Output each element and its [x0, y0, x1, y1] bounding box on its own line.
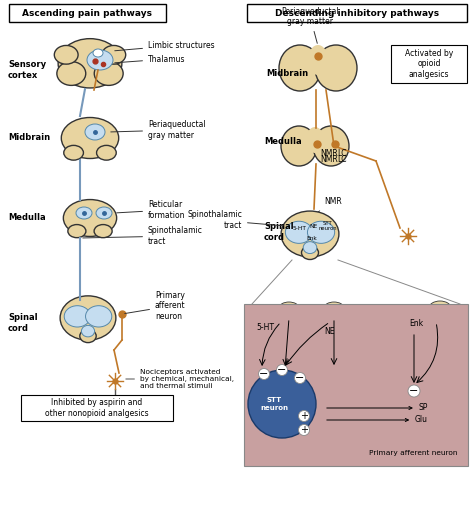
Ellipse shape	[281, 211, 339, 257]
Text: NE: NE	[310, 224, 318, 229]
Ellipse shape	[80, 330, 96, 342]
Ellipse shape	[85, 306, 112, 327]
FancyBboxPatch shape	[21, 395, 173, 421]
Text: Primary
afferent
neuron: Primary afferent neuron	[125, 291, 186, 321]
Text: +: +	[300, 411, 308, 421]
Text: STT
neuron: STT neuron	[319, 220, 337, 232]
Text: 5-HT: 5-HT	[293, 226, 307, 231]
Text: Sensory
cortex: Sensory cortex	[8, 60, 46, 80]
Text: NE: NE	[325, 328, 335, 336]
Text: −: −	[259, 369, 269, 379]
Ellipse shape	[58, 39, 122, 88]
Text: 5-HT: 5-HT	[256, 324, 274, 333]
Ellipse shape	[324, 302, 344, 314]
Text: Reticular
formation: Reticular formation	[117, 200, 185, 219]
Ellipse shape	[308, 221, 335, 243]
Text: SP: SP	[327, 403, 428, 412]
Text: NMR: NMR	[320, 155, 338, 165]
Text: STT
neuron: STT neuron	[260, 397, 288, 410]
Text: Spinal
cord: Spinal cord	[8, 313, 37, 333]
Ellipse shape	[279, 45, 321, 91]
Ellipse shape	[313, 126, 349, 166]
Ellipse shape	[285, 221, 312, 243]
Text: LC: LC	[337, 149, 346, 158]
Circle shape	[299, 425, 310, 435]
Circle shape	[258, 368, 270, 379]
Text: Periaqueductal
gray matter: Periaqueductal gray matter	[111, 120, 206, 140]
Text: Limbic structures: Limbic structures	[115, 41, 215, 51]
Text: Midbrain: Midbrain	[8, 134, 50, 143]
Ellipse shape	[94, 225, 112, 238]
Text: Descending inhibitory pathways: Descending inhibitory pathways	[275, 9, 439, 17]
Circle shape	[299, 410, 310, 422]
Ellipse shape	[82, 326, 94, 337]
Text: −: −	[277, 365, 287, 375]
Text: Enk: Enk	[307, 236, 318, 240]
Text: NMR: NMR	[320, 149, 338, 158]
Ellipse shape	[94, 61, 123, 85]
Text: Inhibited by aspirin and
other nonopioid analgesics: Inhibited by aspirin and other nonopioid…	[45, 398, 149, 418]
Ellipse shape	[76, 207, 92, 219]
Text: Nociceptors activated
by chemical, mechanical,
and thermal stimuli: Nociceptors activated by chemical, mecha…	[126, 369, 234, 389]
Text: Thalamus: Thalamus	[115, 54, 185, 64]
Ellipse shape	[308, 45, 328, 75]
Ellipse shape	[61, 117, 118, 158]
Ellipse shape	[315, 45, 357, 91]
Ellipse shape	[87, 50, 113, 70]
Ellipse shape	[306, 127, 324, 153]
Text: Spinal
cord: Spinal cord	[264, 223, 293, 242]
Circle shape	[248, 370, 316, 438]
Text: LC: LC	[337, 155, 346, 165]
Ellipse shape	[96, 207, 112, 219]
Circle shape	[408, 385, 420, 397]
Ellipse shape	[93, 49, 103, 57]
Circle shape	[294, 372, 306, 384]
Text: Ascending pain pathways: Ascending pain pathways	[22, 9, 152, 17]
Text: NMR: NMR	[318, 198, 342, 212]
Text: Enk: Enk	[409, 320, 423, 329]
Text: Medulla: Medulla	[264, 138, 301, 146]
FancyBboxPatch shape	[9, 4, 166, 22]
Text: Primary afferent neuron: Primary afferent neuron	[370, 450, 458, 456]
Ellipse shape	[64, 306, 91, 327]
FancyBboxPatch shape	[247, 4, 467, 22]
Ellipse shape	[102, 45, 126, 64]
Ellipse shape	[60, 296, 116, 340]
Text: Activated by
opioid
analgesics: Activated by opioid analgesics	[405, 49, 453, 79]
Ellipse shape	[85, 124, 105, 140]
Text: Medulla: Medulla	[8, 213, 46, 223]
Text: −: −	[295, 373, 305, 383]
Ellipse shape	[57, 61, 86, 85]
Ellipse shape	[64, 200, 117, 236]
Ellipse shape	[55, 45, 78, 64]
Text: −: −	[410, 386, 419, 396]
Text: Glu: Glu	[327, 416, 428, 425]
Ellipse shape	[281, 126, 317, 166]
Ellipse shape	[68, 225, 86, 238]
FancyBboxPatch shape	[244, 304, 468, 466]
Text: Periaqueductal
gray matter: Periaqueductal gray matter	[281, 7, 339, 43]
Ellipse shape	[301, 246, 319, 260]
Text: Spinothalamic
tract: Spinothalamic tract	[187, 210, 283, 230]
Ellipse shape	[303, 242, 317, 253]
Ellipse shape	[279, 302, 299, 314]
Ellipse shape	[64, 145, 83, 160]
Text: +: +	[300, 425, 308, 435]
Text: Spinothalamic
tract: Spinothalamic tract	[83, 226, 203, 246]
Text: Midbrain: Midbrain	[266, 69, 308, 78]
Ellipse shape	[97, 145, 116, 160]
Ellipse shape	[429, 301, 451, 315]
FancyBboxPatch shape	[391, 45, 467, 83]
Circle shape	[276, 365, 288, 375]
